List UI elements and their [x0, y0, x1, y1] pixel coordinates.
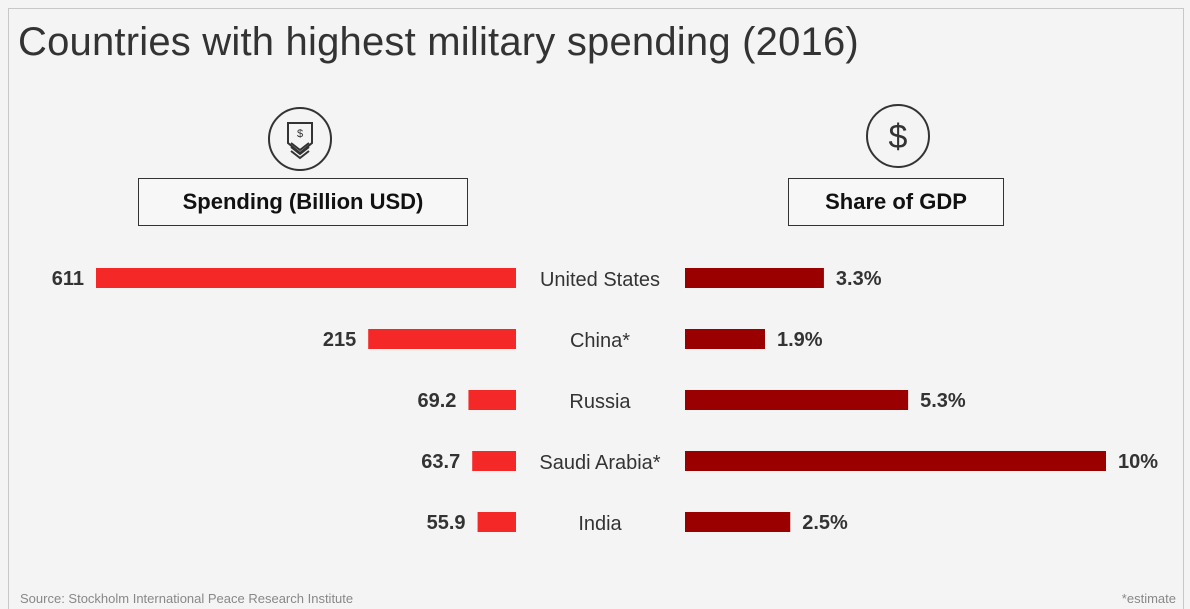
source-note: Source: Stockholm International Peace Re… — [20, 591, 354, 606]
spending-label-china: 215 — [323, 329, 356, 351]
badge-icon: $ — [266, 105, 334, 178]
spending-label-united-states: 611 — [52, 268, 84, 290]
spending-header: Spending (Billion USD) — [138, 178, 468, 226]
gdp-label-russia: 5.3% — [920, 390, 966, 412]
spending-bar-china — [368, 329, 516, 349]
spending-label-india: 55.9 — [427, 512, 466, 534]
dollar-icon: $ — [864, 102, 932, 175]
gdp-bar-saudi-arabia — [685, 451, 1106, 471]
gdp-bar-china — [685, 329, 765, 349]
spending-bar-saudi-arabia — [472, 451, 516, 471]
gdp-label-china: 1.9% — [777, 329, 823, 351]
category-label-china: China* — [570, 330, 630, 352]
gdp-label-united-states: 3.3% — [836, 268, 882, 290]
spending-label-saudi-arabia: 63.7 — [421, 451, 460, 473]
spending-bar-united-states — [96, 268, 516, 288]
spending-label-russia: 69.2 — [417, 390, 456, 412]
gdp-label-india: 2.5% — [802, 512, 848, 534]
gdp-bar-india — [685, 512, 791, 532]
category-label-saudi-arabia: Saudi Arabia* — [539, 452, 660, 474]
svg-text:$: $ — [297, 128, 303, 140]
chart-frame — [8, 8, 1184, 609]
gdp-header: Share of GDP — [788, 178, 1004, 226]
category-label-russia: Russia — [569, 391, 631, 413]
spending-bar-india — [477, 512, 516, 532]
svg-text:$: $ — [889, 118, 908, 156]
estimate-note: *estimate — [1121, 591, 1176, 606]
category-label-india: India — [578, 513, 622, 535]
chart-title: Countries with highest military spending… — [18, 20, 859, 64]
gdp-bar-russia — [685, 390, 909, 410]
category-label-united-states: United States — [540, 269, 660, 291]
gdp-bar-united-states — [685, 268, 824, 288]
gdp-label-saudi-arabia: 10% — [1118, 451, 1158, 473]
spending-bar-russia — [468, 390, 516, 410]
